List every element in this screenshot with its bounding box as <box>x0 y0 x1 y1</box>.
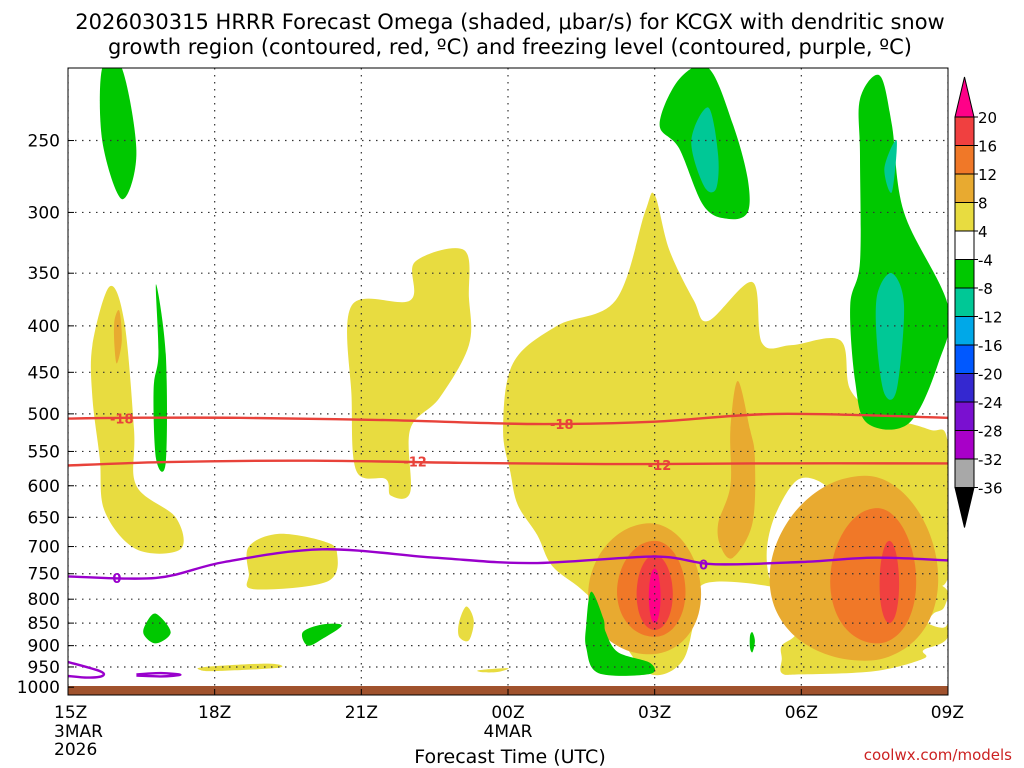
up-low-1 <box>143 613 171 644</box>
omega-core-a-20 <box>648 568 661 624</box>
colorbar-label-6: -8 <box>978 280 993 298</box>
colorbar-top-triangle <box>954 76 975 118</box>
up-left-upper <box>99 68 137 200</box>
freezing-level-0-label-0: 0 <box>112 572 121 587</box>
colorbar-label-2: 12 <box>978 166 997 184</box>
up-low-2 <box>301 623 342 646</box>
x-tick-year-15Z: 2026 <box>54 740 97 760</box>
colorbar-label-8: -16 <box>978 337 1003 355</box>
colorbar-box-10 <box>954 401 975 431</box>
y-tick-label-800: 800 <box>28 590 60 610</box>
y-tick-label-600: 600 <box>28 477 60 497</box>
x-tick-label-06Z: 06Z <box>785 703 818 723</box>
chart-title-line-1: 2026030315 HRRR Forecast Omega (shaded, … <box>75 10 944 34</box>
omega-pos-low-bit <box>458 606 474 642</box>
colorbar-label-10: -24 <box>978 394 1003 412</box>
up-top-right-b <box>850 74 948 430</box>
colorbar-label-4: 4 <box>978 223 988 241</box>
freezing-level-0-loop-line <box>136 671 182 678</box>
dgz-minus-18-label-1: -18 <box>550 418 574 433</box>
colorbar-box-5 <box>954 259 975 289</box>
x-tick-sublabel-00Z: 4MAR <box>484 722 533 742</box>
colorbar: 20 16 12 8 4 -4 -8 -12 -16 -20 -24 -28 -32 -36 <box>954 76 1003 528</box>
freezing-level-0-label-1: 0 <box>699 559 708 574</box>
up-top-right-b-inner1 <box>884 140 897 193</box>
omega-pos-mid <box>347 248 472 499</box>
axes: 250 300 350 400 450 500 550 600 650 700 750 800 850 9… <box>17 132 964 760</box>
x-tick-label-09Z: 09Z <box>931 703 964 723</box>
y-tick-label-900: 900 <box>28 637 60 657</box>
omega-pos-low-bit2 <box>477 668 509 673</box>
colorbar-label-0: 20 <box>978 109 997 127</box>
y-tick-label-500: 500 <box>28 405 60 425</box>
y-tick-label-750: 750 <box>28 565 60 585</box>
colorbar-box-1 <box>954 145 975 175</box>
x-tick-label-18Z: 18Z <box>198 703 231 723</box>
colorbar-label-11: -28 <box>978 423 1003 441</box>
freezing-level-0-line <box>68 548 948 580</box>
y-tick-label-300: 300 <box>28 203 60 223</box>
x-tick-sublabel-15Z: 3MAR <box>54 722 103 742</box>
y-tick-label-350: 350 <box>28 264 60 284</box>
up-low-4 <box>749 632 755 653</box>
omega-pos-mid-low <box>246 533 338 590</box>
colorbar-label-13: -36 <box>978 480 1003 498</box>
chart-title-line-2: growth region (contoured, red, ºC) and f… <box>108 35 912 59</box>
y-tick-label-400: 400 <box>28 317 60 337</box>
y-tick-label-850: 850 <box>28 614 60 634</box>
y-tick-label-550: 550 <box>28 442 60 462</box>
colorbar-box-9 <box>954 373 975 403</box>
omega-pos-left <box>90 285 184 554</box>
y-tick-label-450: 450 <box>28 363 60 383</box>
x-tick-label-21Z: 21Z <box>345 703 378 723</box>
colorbar-box-7 <box>954 316 975 346</box>
y-tick-label-250: 250 <box>28 132 60 152</box>
x-tick-label-00Z: 00Z <box>491 703 524 723</box>
up-top-right-a-inner <box>691 107 719 193</box>
freezing-level-0-lower-line <box>68 660 106 679</box>
colorbar-box-2 <box>954 173 975 203</box>
colorbar-box-0 <box>954 116 975 146</box>
omega-pos-right-gap2 <box>928 598 948 628</box>
x-axis-label: Forecast Time (UTC) <box>414 746 605 768</box>
y-tick-label-950: 950 <box>28 658 60 678</box>
dgz-minus-18-line <box>68 412 948 426</box>
colorbar-box-6 <box>954 287 975 317</box>
colorbar-box-11 <box>954 430 975 460</box>
y-tick-label-1000: 1000 <box>17 678 60 698</box>
colorbar-label-3: 8 <box>978 195 988 213</box>
up-left-mid <box>153 284 167 472</box>
colorbar-label-7: -12 <box>978 309 1003 327</box>
colorbar-label-5: -4 <box>978 252 993 270</box>
omega-core-spire <box>717 381 756 559</box>
colorbar-label-12: -32 <box>978 451 1003 469</box>
credit-text: coolwx.com/models <box>864 746 1012 764</box>
dgz-minus-12-label-1: -12 <box>648 459 672 474</box>
colorbar-box-4 <box>954 230 975 260</box>
colorbar-bottom-triangle <box>954 487 975 528</box>
omega-pos-left-core <box>113 310 122 364</box>
y-tick-label-700: 700 <box>28 538 60 558</box>
y-tick-label-650: 650 <box>28 508 60 528</box>
omega-core-b-16 <box>879 540 900 624</box>
colorbar-box-3 <box>954 202 975 232</box>
omega-pos-low-strip <box>197 663 283 672</box>
plot-area: -18 -18 -12 -12 0 0 <box>68 68 948 695</box>
colorbar-label-1: 16 <box>978 138 997 156</box>
colorbar-box-12 <box>954 458 975 488</box>
colorbar-label-9: -20 <box>978 366 1003 384</box>
x-tick-label-03Z: 03Z <box>638 703 671 723</box>
up-low-3 <box>585 591 656 676</box>
dgz-minus-12-line <box>68 459 948 467</box>
contour-layer: -18 -18 -12 -12 0 0 <box>68 412 948 679</box>
x-tick-label-15Z: 15Z <box>54 703 87 723</box>
up-top-right-b-inner2 <box>875 273 905 400</box>
dgz-minus-12-label-0: -12 <box>403 455 427 470</box>
dgz-minus-18-label-0: -18 <box>110 413 134 428</box>
colorbar-box-8 <box>954 344 975 374</box>
